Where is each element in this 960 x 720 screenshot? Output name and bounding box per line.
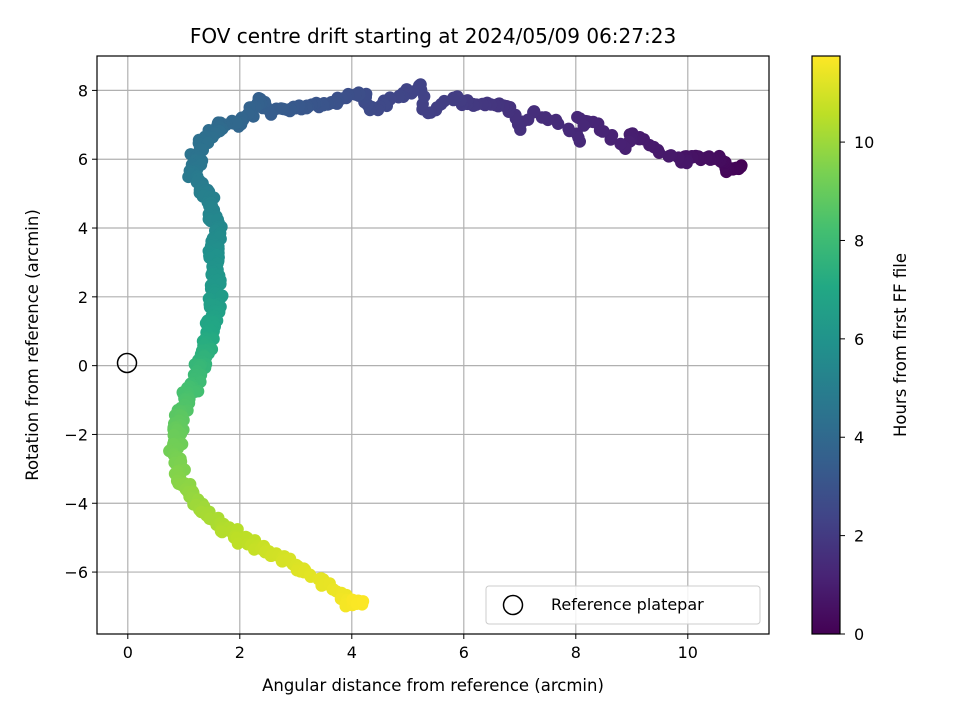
data-point (230, 116, 243, 129)
legend-marker-icon (502, 594, 524, 616)
x-tick-label: 6 (459, 643, 469, 662)
y-tick-label: 2 (78, 288, 88, 307)
x-tick-label: 2 (235, 643, 245, 662)
colorbar-tick-label: 2 (854, 527, 864, 546)
reference-point-marker (116, 352, 138, 374)
y-axis-label: Rotation from reference (arcmin) (23, 209, 42, 481)
x-tick-label: 8 (571, 643, 581, 662)
data-point (447, 93, 460, 107)
data-point (571, 110, 584, 124)
colorbar-tick-label: 10 (854, 133, 874, 152)
colorbar-tick-label: 4 (854, 428, 864, 447)
colorbar-ticks: 0 2 4 6 8 10 (840, 133, 874, 644)
data-points (163, 78, 748, 613)
colorbar-tick-label: 0 (854, 625, 864, 644)
legend-box (485, 585, 761, 625)
y-tick-label: −6 (64, 563, 88, 582)
colorbar-frame (811, 55, 841, 635)
data-point (662, 150, 676, 163)
y-axis-ticks: −6 −4 −2 0 2 4 6 8 (64, 81, 97, 582)
x-axis-ticks: 0 2 4 6 8 10 (123, 634, 698, 662)
x-tick-label: 0 (123, 643, 133, 662)
y-tick-label: 4 (78, 219, 88, 238)
plot-frame (96, 55, 770, 635)
colorbar-label: Hours from first FF file (891, 253, 910, 437)
chart-title: FOV centre drift starting at 2024/05/09 … (190, 24, 676, 48)
data-point (356, 595, 370, 608)
data-point (231, 537, 245, 550)
y-tick-label: −2 (64, 425, 88, 444)
data-point (264, 108, 278, 121)
colorbar: 0 2 4 6 8 10 Hours from first FF file (811, 55, 910, 644)
data-point (577, 119, 590, 132)
y-tick-label: 0 (78, 357, 88, 376)
data-point (572, 131, 585, 144)
legend: Reference platepar (485, 585, 761, 625)
x-tick-label: 4 (347, 643, 357, 662)
legend-label: Reference platepar (551, 595, 704, 614)
colorbar-gradient (812, 56, 840, 634)
colorbar-tick-label: 6 (854, 330, 864, 349)
data-point (614, 137, 627, 151)
y-tick-label: −4 (64, 494, 88, 513)
colorbar-tick-label: 8 (854, 231, 864, 250)
y-tick-label: 6 (78, 150, 88, 169)
data-point (562, 122, 575, 135)
x-tick-label: 10 (678, 643, 698, 662)
x-axis-label: Angular distance from reference (arcmin) (262, 676, 604, 695)
y-tick-label: 8 (78, 81, 88, 100)
